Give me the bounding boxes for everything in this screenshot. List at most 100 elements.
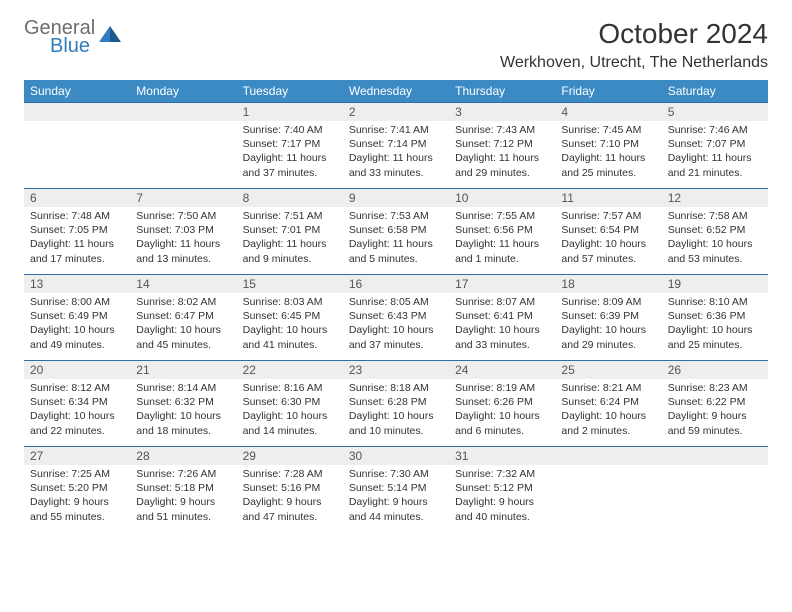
calendar-cell: 22Sunrise: 8:16 AMSunset: 6:30 PMDayligh… [237, 361, 343, 447]
location-text: Werkhoven, Utrecht, The Netherlands [500, 54, 768, 72]
day-number: 12 [662, 189, 768, 207]
calendar-cell: 3Sunrise: 7:43 AMSunset: 7:12 PMDaylight… [449, 103, 555, 189]
day-number: 3 [449, 103, 555, 121]
calendar-cell: 23Sunrise: 8:18 AMSunset: 6:28 PMDayligh… [343, 361, 449, 447]
day-details: Sunrise: 8:02 AMSunset: 6:47 PMDaylight:… [130, 293, 236, 356]
day-details: Sunrise: 7:53 AMSunset: 6:58 PMDaylight:… [343, 207, 449, 270]
day-number: 22 [237, 361, 343, 379]
day-number: 10 [449, 189, 555, 207]
calendar-cell: 18Sunrise: 8:09 AMSunset: 6:39 PMDayligh… [555, 275, 661, 361]
calendar-cell: 10Sunrise: 7:55 AMSunset: 6:56 PMDayligh… [449, 189, 555, 275]
calendar-body: 1Sunrise: 7:40 AMSunset: 7:17 PMDaylight… [24, 103, 768, 533]
day-number: 19 [662, 275, 768, 293]
day-details: Sunrise: 8:00 AMSunset: 6:49 PMDaylight:… [24, 293, 130, 356]
day-details: Sunrise: 7:30 AMSunset: 5:14 PMDaylight:… [343, 465, 449, 528]
day-number: 29 [237, 447, 343, 465]
calendar-cell: 11Sunrise: 7:57 AMSunset: 6:54 PMDayligh… [555, 189, 661, 275]
calendar-cell: 2Sunrise: 7:41 AMSunset: 7:14 PMDaylight… [343, 103, 449, 189]
calendar-head: SundayMondayTuesdayWednesdayThursdayFrid… [24, 80, 768, 103]
calendar-cell [24, 103, 130, 189]
day-number: 30 [343, 447, 449, 465]
day-header: Saturday [662, 80, 768, 103]
triangle-icon [99, 24, 121, 50]
day-details: Sunrise: 7:48 AMSunset: 7:05 PMDaylight:… [24, 207, 130, 270]
calendar-cell: 25Sunrise: 8:21 AMSunset: 6:24 PMDayligh… [555, 361, 661, 447]
day-number: 5 [662, 103, 768, 121]
day-number: 15 [237, 275, 343, 293]
calendar-cell: 1Sunrise: 7:40 AMSunset: 7:17 PMDaylight… [237, 103, 343, 189]
calendar-cell: 4Sunrise: 7:45 AMSunset: 7:10 PMDaylight… [555, 103, 661, 189]
day-details [662, 465, 768, 471]
day-number: 4 [555, 103, 661, 121]
month-title: October 2024 [500, 18, 768, 50]
day-header: Friday [555, 80, 661, 103]
calendar-cell [555, 447, 661, 533]
day-number: 2 [343, 103, 449, 121]
day-header: Thursday [449, 80, 555, 103]
calendar-week-row: 1Sunrise: 7:40 AMSunset: 7:17 PMDaylight… [24, 103, 768, 189]
day-details: Sunrise: 7:41 AMSunset: 7:14 PMDaylight:… [343, 121, 449, 184]
day-details: Sunrise: 8:12 AMSunset: 6:34 PMDaylight:… [24, 379, 130, 442]
day-number: 11 [555, 189, 661, 207]
calendar-cell: 31Sunrise: 7:32 AMSunset: 5:12 PMDayligh… [449, 447, 555, 533]
day-number: 14 [130, 275, 236, 293]
day-details: Sunrise: 7:25 AMSunset: 5:20 PMDaylight:… [24, 465, 130, 528]
calendar-week-row: 6Sunrise: 7:48 AMSunset: 7:05 PMDaylight… [24, 189, 768, 275]
calendar-cell: 19Sunrise: 8:10 AMSunset: 6:36 PMDayligh… [662, 275, 768, 361]
calendar-cell: 12Sunrise: 7:58 AMSunset: 6:52 PMDayligh… [662, 189, 768, 275]
calendar-cell: 7Sunrise: 7:50 AMSunset: 7:03 PMDaylight… [130, 189, 236, 275]
day-details: Sunrise: 8:09 AMSunset: 6:39 PMDaylight:… [555, 293, 661, 356]
day-number: 31 [449, 447, 555, 465]
day-number: 6 [24, 189, 130, 207]
day-details: Sunrise: 7:51 AMSunset: 7:01 PMDaylight:… [237, 207, 343, 270]
day-header: Tuesday [237, 80, 343, 103]
day-details: Sunrise: 7:46 AMSunset: 7:07 PMDaylight:… [662, 121, 768, 184]
day-number [24, 103, 130, 121]
day-number: 26 [662, 361, 768, 379]
calendar-cell [130, 103, 236, 189]
day-number: 9 [343, 189, 449, 207]
calendar-cell: 26Sunrise: 8:23 AMSunset: 6:22 PMDayligh… [662, 361, 768, 447]
day-header: Sunday [24, 80, 130, 103]
day-details [555, 465, 661, 471]
day-number: 24 [449, 361, 555, 379]
day-details: Sunrise: 8:05 AMSunset: 6:43 PMDaylight:… [343, 293, 449, 356]
day-details [24, 121, 130, 127]
day-number: 18 [555, 275, 661, 293]
day-details: Sunrise: 8:16 AMSunset: 6:30 PMDaylight:… [237, 379, 343, 442]
day-details: Sunrise: 7:43 AMSunset: 7:12 PMDaylight:… [449, 121, 555, 184]
calendar-cell: 14Sunrise: 8:02 AMSunset: 6:47 PMDayligh… [130, 275, 236, 361]
day-details: Sunrise: 8:10 AMSunset: 6:36 PMDaylight:… [662, 293, 768, 356]
day-details: Sunrise: 8:03 AMSunset: 6:45 PMDaylight:… [237, 293, 343, 356]
calendar-week-row: 20Sunrise: 8:12 AMSunset: 6:34 PMDayligh… [24, 361, 768, 447]
day-number: 16 [343, 275, 449, 293]
day-details: Sunrise: 7:26 AMSunset: 5:18 PMDaylight:… [130, 465, 236, 528]
day-number: 20 [24, 361, 130, 379]
day-details: Sunrise: 8:21 AMSunset: 6:24 PMDaylight:… [555, 379, 661, 442]
calendar-cell: 15Sunrise: 8:03 AMSunset: 6:45 PMDayligh… [237, 275, 343, 361]
calendar-week-row: 27Sunrise: 7:25 AMSunset: 5:20 PMDayligh… [24, 447, 768, 533]
day-number: 21 [130, 361, 236, 379]
day-details: Sunrise: 7:57 AMSunset: 6:54 PMDaylight:… [555, 207, 661, 270]
day-number: 23 [343, 361, 449, 379]
calendar-cell: 5Sunrise: 7:46 AMSunset: 7:07 PMDaylight… [662, 103, 768, 189]
day-number: 13 [24, 275, 130, 293]
day-number [130, 103, 236, 121]
day-header: Wednesday [343, 80, 449, 103]
logo-text-2: Blue [50, 36, 95, 56]
calendar-cell: 27Sunrise: 7:25 AMSunset: 5:20 PMDayligh… [24, 447, 130, 533]
calendar-cell: 20Sunrise: 8:12 AMSunset: 6:34 PMDayligh… [24, 361, 130, 447]
page-header: General Blue October 2024 Werkhoven, Utr… [24, 18, 768, 72]
day-number: 1 [237, 103, 343, 121]
day-number [662, 447, 768, 465]
day-number: 25 [555, 361, 661, 379]
calendar-week-row: 13Sunrise: 8:00 AMSunset: 6:49 PMDayligh… [24, 275, 768, 361]
day-details: Sunrise: 7:28 AMSunset: 5:16 PMDaylight:… [237, 465, 343, 528]
day-number: 8 [237, 189, 343, 207]
day-details: Sunrise: 7:40 AMSunset: 7:17 PMDaylight:… [237, 121, 343, 184]
day-details: Sunrise: 8:07 AMSunset: 6:41 PMDaylight:… [449, 293, 555, 356]
day-number: 27 [24, 447, 130, 465]
calendar-cell: 9Sunrise: 7:53 AMSunset: 6:58 PMDaylight… [343, 189, 449, 275]
day-details: Sunrise: 8:18 AMSunset: 6:28 PMDaylight:… [343, 379, 449, 442]
calendar-cell: 13Sunrise: 8:00 AMSunset: 6:49 PMDayligh… [24, 275, 130, 361]
